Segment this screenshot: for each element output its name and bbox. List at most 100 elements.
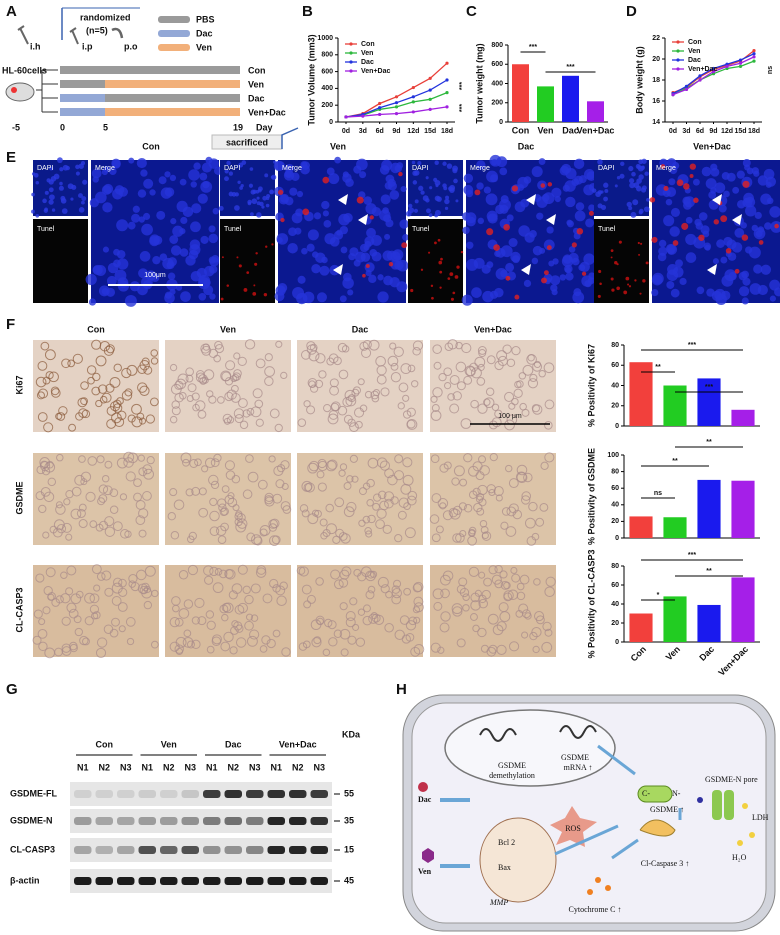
x-tick-label: 0d	[342, 128, 350, 135]
cell-dot	[646, 198, 650, 202]
band	[160, 877, 178, 885]
cell-dot	[741, 297, 749, 305]
cell-nucleus	[43, 422, 54, 433]
cell-nucleus	[116, 457, 128, 469]
day-label: 5	[103, 122, 108, 132]
cell-dot	[169, 235, 179, 244]
cell-nucleus	[477, 403, 488, 414]
y-tick-label: 40	[611, 601, 619, 608]
cell-nucleus	[470, 367, 482, 379]
cell-nucleus	[169, 488, 178, 497]
cell-nucleus	[74, 627, 83, 637]
route-label: i.p	[82, 41, 93, 51]
panel-label: D	[626, 3, 637, 20]
cell-nucleus	[533, 611, 545, 622]
cell-dot	[619, 173, 625, 179]
bracket	[281, 127, 299, 149]
cell-nucleus	[343, 506, 355, 518]
cell-nucleus	[139, 417, 147, 425]
cell-dot	[703, 242, 712, 251]
y-tick-label: 80	[611, 468, 619, 475]
cell-dot	[379, 165, 390, 175]
cell-nucleus	[462, 593, 470, 601]
band	[246, 790, 264, 798]
cell-nucleus	[214, 568, 223, 576]
cell-nucleus	[217, 396, 225, 404]
cell-dot	[212, 207, 220, 215]
cell-dot	[604, 189, 609, 193]
legend-label: Dac	[361, 59, 374, 66]
cell-dot	[321, 200, 330, 210]
cell-nucleus	[97, 497, 106, 506]
cell-dot	[630, 211, 637, 218]
cell-nucleus	[42, 531, 50, 539]
cell-dot	[256, 196, 260, 200]
scale-label: 100 μm	[498, 413, 522, 420]
cell-dot	[578, 175, 587, 184]
cell-nucleus	[463, 453, 473, 463]
cell-nucleus	[273, 465, 284, 476]
cell-nucleus	[84, 592, 95, 604]
cell-dot	[60, 198, 67, 204]
cell-dot	[342, 277, 354, 289]
cell-dot	[698, 212, 708, 221]
cell-nucleus	[118, 587, 128, 597]
cell-nucleus	[512, 509, 523, 520]
cell-dot	[547, 182, 553, 187]
cell-nucleus	[206, 620, 216, 630]
cell-nucleus	[52, 527, 63, 538]
cell-nucleus	[95, 647, 107, 658]
cell-dot	[496, 156, 508, 168]
cell-nucleus	[92, 372, 101, 382]
cell-dot	[503, 223, 510, 231]
diagram-text: Bcl 2	[498, 838, 515, 847]
cell-dot	[390, 259, 401, 270]
cell-nucleus	[61, 646, 72, 656]
cell-dot	[675, 259, 683, 268]
cell-nucleus	[91, 564, 102, 575]
cell-dot	[85, 273, 97, 286]
cell-dot	[725, 248, 732, 254]
cell-dot	[263, 292, 268, 297]
protein-label: β-actin	[10, 875, 40, 885]
cell-dot	[578, 264, 586, 272]
cell-nucleus	[452, 391, 462, 401]
cell-dot	[514, 201, 526, 213]
cell-nucleus	[521, 491, 532, 501]
bar	[697, 479, 721, 538]
cell-nucleus	[80, 471, 92, 482]
cell-nucleus	[524, 612, 532, 620]
cell-nucleus	[78, 455, 86, 463]
legend-swatch	[158, 16, 190, 23]
cell-dot	[452, 291, 456, 295]
arrowhead	[338, 194, 348, 205]
cell-nucleus	[341, 566, 352, 577]
cell-nucleus	[250, 583, 261, 594]
band	[160, 817, 178, 825]
cell-nucleus	[145, 414, 155, 424]
day-label: 0	[60, 122, 65, 132]
cell-nucleus	[494, 579, 504, 589]
cell-nucleus	[318, 370, 327, 379]
cell-dot	[465, 189, 474, 198]
cell-nucleus	[377, 490, 387, 500]
annotation: **	[706, 568, 712, 575]
image-label: Merge	[95, 165, 115, 172]
cell-dot	[628, 206, 633, 211]
cell-nucleus	[317, 458, 327, 469]
cell-dot	[585, 218, 595, 228]
cell-dot	[456, 265, 460, 269]
cell-dot	[452, 165, 459, 172]
cell-dot	[641, 158, 647, 164]
cell-nucleus	[333, 629, 343, 638]
cell-nucleus	[246, 407, 255, 416]
cell-nucleus	[432, 387, 443, 398]
cell-dot	[170, 245, 182, 256]
cell-dot	[315, 252, 326, 263]
cell-nucleus	[37, 412, 48, 422]
cell-nucleus	[80, 478, 88, 486]
cell-nucleus	[208, 395, 217, 404]
cell-dot	[249, 212, 254, 217]
cell-nucleus	[459, 587, 470, 598]
